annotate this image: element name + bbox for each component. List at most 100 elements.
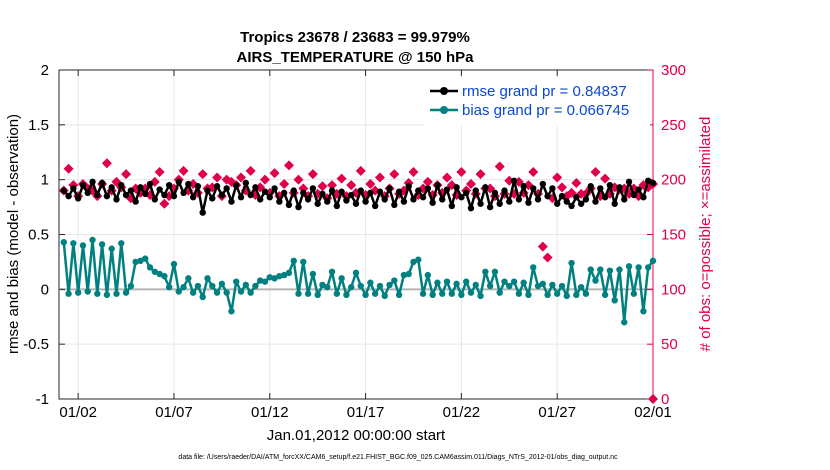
x-tick-label: 01/07 [155,404,193,421]
bias-point [592,277,599,284]
bias-point [371,290,379,297]
rmse-point [635,186,642,193]
y-right-tick-label: 300 [661,62,686,79]
bias-point [209,282,216,290]
bias-point [122,289,130,296]
y-tick-label: 0.5 [28,227,49,244]
rmse-point [525,199,532,206]
rmse-point [630,191,638,199]
bias-point [577,283,585,291]
rmse-point [304,196,312,203]
rmse-point [79,181,87,189]
y-right-tick-label: 250 [661,117,686,134]
rmse-point [592,198,599,205]
title: Tropics 23678 / 23683 = 99.979% AIRS_TEM… [237,29,475,66]
rmse-point [486,203,494,211]
bias-point [271,275,278,282]
rmse-point [261,188,269,195]
bias-point [151,268,159,275]
y-axis-label-right: # of obs: o=possible; ×=assimilated [697,117,714,352]
nobs-marker [283,160,294,171]
y-tick-label: -1 [36,391,49,408]
rmse-point [544,192,551,200]
bias-point [213,289,221,296]
bias-point [194,282,202,290]
rmse-point [319,190,326,198]
bias-point [530,264,537,271]
rmse-point [127,187,135,194]
rmse-point [357,187,364,194]
bias-point [520,279,527,286]
bias-point [501,278,508,285]
nobs-marker [355,165,366,176]
nobs-marker [528,166,539,177]
rmse-point [621,196,628,203]
rmse-point [625,178,633,186]
rmse-point [501,187,508,194]
rmse-point [146,180,154,188]
nobs-marker [552,172,563,183]
rmse-point [391,201,398,209]
rmse-point [180,189,187,197]
bias-point [400,271,408,279]
rmse-point [434,181,441,189]
rmse-point [209,195,216,202]
rmse-point [400,198,408,205]
bias-point [204,275,211,282]
x-tick-label: 01/12 [251,404,289,421]
bias-point [439,290,446,297]
nobs-marker [537,241,548,252]
legend-marker [440,106,448,114]
bias-point [352,269,360,277]
rmse-point [103,192,111,200]
y-tick-label: 1.5 [28,117,49,134]
nobs-marker [269,168,280,179]
nobs-zero-marker [648,394,658,404]
rmse-point [424,185,432,192]
bias-point [558,282,566,290]
rmse-point [606,181,614,189]
rmse-point [70,185,77,192]
bias-point [290,257,297,265]
bias-point [142,255,149,262]
bias-point [553,290,561,297]
bias-point [395,291,403,299]
y-axis-right: 300 250 200 150 100 50 0 [647,62,686,408]
bias-point [309,270,317,278]
bias-point [405,270,412,278]
rmse-point [539,180,547,188]
nobs-marker [600,173,611,184]
rmse-line [62,179,654,214]
bias-point [506,282,513,290]
bias-point [242,281,250,289]
rmse-point [568,202,575,210]
bias-point [424,271,432,279]
nobs-marker [408,166,419,177]
bias-point [515,290,523,297]
nobs-marker [374,172,385,183]
rmse-point [314,200,321,207]
rmse-point [472,187,479,194]
rmse-point [429,199,436,206]
rmse-point [189,194,197,201]
y-axis-left: 2 1.5 1 0.5 0 -0.5 -1 [23,62,65,408]
bias-point [357,282,364,290]
bias-point [467,289,475,296]
bias-point [544,291,551,299]
nobs-marker [197,169,208,180]
x-tick-label: 01/17 [347,404,385,421]
bias-point [443,278,451,285]
rmse-point [534,196,542,203]
bias-point [343,291,350,299]
rmse-point [419,194,427,201]
nobs-marker [245,165,256,176]
nobs-marker [178,165,189,176]
x-tick-label: 01/27 [538,404,576,421]
rmse-point [491,189,499,197]
y-axis-label-left: rmse and bias (model - observation) [5,114,22,354]
bias-point [448,290,456,297]
bias-point [630,290,638,297]
bias-point [549,281,556,289]
nobs-marker [365,179,376,190]
bias-point [625,263,633,270]
